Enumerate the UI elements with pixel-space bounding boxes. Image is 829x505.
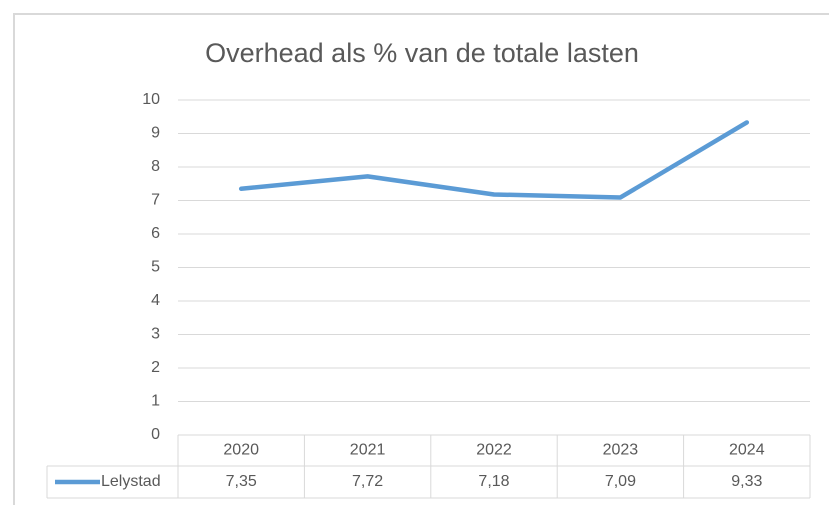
x-tick-label: 2023	[603, 442, 639, 459]
y-tick-label: 4	[151, 292, 160, 309]
table-value: 7,35	[226, 473, 257, 490]
y-tick-label: 2	[151, 359, 160, 376]
y-tick-label: 1	[151, 393, 160, 410]
x-tick-label: 2021	[350, 442, 386, 459]
legend-label: Lelystad	[101, 473, 161, 490]
table-value: 7,72	[352, 473, 383, 490]
y-tick-label: 0	[151, 426, 160, 443]
y-tick-label: 9	[151, 125, 160, 142]
x-tick-label: 2020	[223, 442, 259, 459]
data-line	[238, 120, 750, 200]
y-tick-label: 10	[142, 91, 160, 108]
x-tick-label: 2024	[729, 442, 765, 459]
chart-title: Overhead als % van de totale lasten	[205, 38, 639, 68]
y-tick-label: 6	[151, 225, 160, 242]
y-tick-label: 8	[151, 158, 160, 175]
table-value: 9,33	[731, 473, 762, 490]
table-value: 7,18	[478, 473, 509, 490]
y-tick-label: 3	[151, 326, 160, 343]
table-value: 7,09	[605, 473, 636, 490]
y-tick-label: 5	[151, 259, 160, 276]
chart-border	[13, 13, 829, 505]
x-tick-label: 2022	[476, 442, 512, 459]
y-tick-label: 7	[151, 192, 160, 209]
